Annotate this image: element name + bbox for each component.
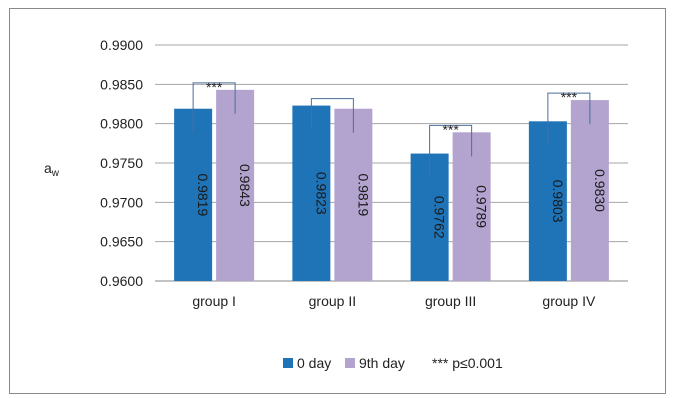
bar-value-label: 0.9843 [237,164,253,207]
significance-bracket [310,98,354,133]
y-axis-label-sub: w [51,168,60,179]
bar-value-label: 0.9819 [195,173,211,216]
x-tick-label: group II [309,293,356,309]
bar-0-day-group-II [292,105,331,281]
significance-stars: *** [206,79,223,95]
y-tick-label: 0.9900 [100,37,143,53]
bar-value-label: 0.9819 [355,173,371,216]
bar-value-label: 0.9830 [592,169,608,212]
y-tick-label: 0.9850 [100,76,143,92]
bar-value-label: 0.9803 [550,180,566,223]
axis-ticks: 0.9600 0.9650 0.9700 0.9750 0.9800 0.9850 0.99… [100,37,596,309]
y-tick-label: 0.9650 [100,234,143,250]
legend-swatch-0-day [283,358,293,368]
y-tick-label: 0.9750 [100,155,143,171]
bar-value-label: 0.9823 [313,172,329,215]
significance-bracket [429,124,473,178]
significance-brackets: *** *** *** [192,79,591,178]
x-tick-label: group IV [542,293,596,309]
bar-value-label: 0.9762 [432,196,448,239]
y-tick-label: 0.9700 [100,194,143,210]
bar-0-day-group-I [174,108,213,281]
legend-significance-note: *** p≤0.001 [432,355,503,371]
significance-bracket [192,82,236,133]
x-tick-label: group I [192,293,236,309]
significance-bracket [547,92,591,146]
bars: 0.9819 0.9843 0.9823 0.9819 0.9762 0.9789 0.98… [174,89,609,281]
bar-9th-day-group-I [216,89,255,281]
x-tick-label: group III [425,293,476,309]
y-axis-label-main: a [44,160,52,176]
legend-label-0-day: 0 day [297,355,331,371]
y-axis-label: aw [44,160,60,179]
bar-0-day-group-IV [528,121,567,281]
bar-value-label: 0.9789 [474,185,490,228]
legend-swatch-9th-day [345,358,355,368]
significance-stars: *** [561,89,578,105]
legend: 0 day 9th day *** p≤0.001 [283,355,503,371]
bar-9th-day-group-IV [570,100,609,281]
bar-9th-day-group-III [452,132,491,281]
significance-stars: *** [442,121,459,137]
legend-label-9th-day: 9th day [359,355,405,371]
bar-9th-day-group-II [334,108,373,281]
y-tick-label: 0.9600 [100,273,143,289]
y-tick-label: 0.9800 [100,116,143,132]
